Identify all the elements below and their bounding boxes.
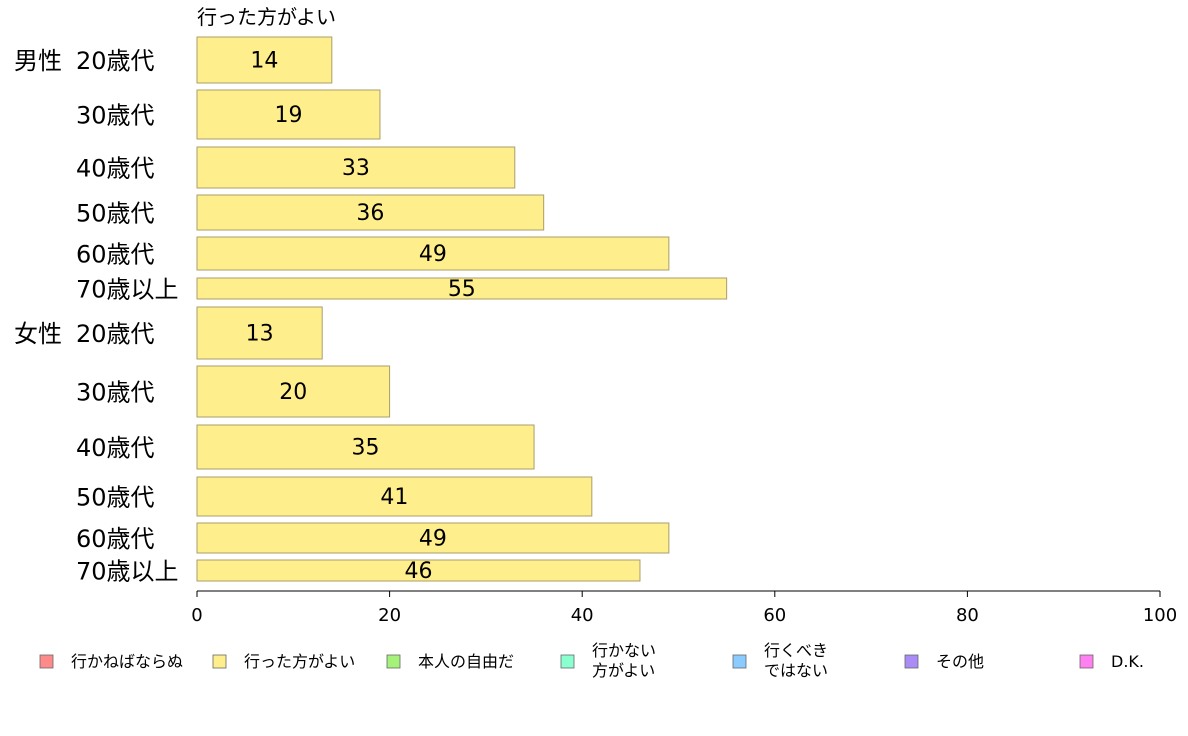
legend-label: 行った方がよい <box>244 652 355 671</box>
x-tick-label: 100 <box>1143 605 1177 626</box>
category-label: 40歳代 <box>76 155 155 183</box>
x-tick-label: 60 <box>763 605 786 626</box>
x-tick-label: 80 <box>956 605 979 626</box>
legend-swatch <box>39 654 54 669</box>
bar-value-label: 19 <box>274 103 302 128</box>
bar-value-label: 36 <box>356 201 384 226</box>
bar-female-6 <box>196 559 641 582</box>
x-tick-label: 20 <box>378 605 401 626</box>
legend-label: その他 <box>936 652 984 671</box>
legend-swatch <box>212 654 227 669</box>
legend-label: 本人の自由だ <box>418 652 514 671</box>
legend-swatch <box>904 654 919 669</box>
bar-male-4 <box>196 194 545 231</box>
group-label: 女性 <box>14 320 62 348</box>
category-label: 40歳代 <box>76 434 155 462</box>
category-label: 50歳代 <box>76 200 155 228</box>
bar-female-1 <box>196 306 323 360</box>
category-labels: 20歳代男性30歳代40歳代50歳代60歳代70歳以上20歳代女性30歳代40歳… <box>14 47 179 586</box>
category-label: 30歳代 <box>76 379 155 407</box>
bar-male-1 <box>196 36 333 84</box>
bar-male-2 <box>196 89 381 140</box>
category-label: 30歳代 <box>76 102 155 130</box>
legend-label: 方がよい <box>592 661 655 680</box>
x-axis: 0 20 40 60 80 100 <box>191 590 1177 626</box>
category-label: 70歳以上 <box>76 558 179 586</box>
bar-value-label: 46 <box>404 559 432 584</box>
bar-value-label: 55 <box>448 277 476 302</box>
group-label: 男性 <box>14 47 62 75</box>
legend-label: 行くべき <box>764 641 828 660</box>
category-label: 60歳代 <box>76 525 155 553</box>
category-label: 60歳代 <box>76 241 155 269</box>
bar-male-6 <box>196 277 728 300</box>
x-tick-label: 40 <box>571 605 594 626</box>
bar-female-5 <box>196 522 670 554</box>
bar-female-3 <box>196 424 535 470</box>
legend-swatch <box>560 654 575 669</box>
bar-value-label: 49 <box>419 242 447 267</box>
legend-label: 行かねばならぬ <box>71 652 183 671</box>
bar-male-3 <box>196 146 516 189</box>
x-tick-label: 0 <box>191 605 202 626</box>
legend-label: 行かない <box>592 641 656 660</box>
bar-value-label: 49 <box>419 527 447 552</box>
legend-swatch <box>386 654 401 669</box>
legend-swatch <box>1079 654 1094 669</box>
bar-value-label: 35 <box>352 436 380 461</box>
bar-female-4 <box>196 476 593 517</box>
category-label: 20歳代 <box>76 320 155 348</box>
bar-male-5 <box>196 236 670 271</box>
series-title: 行った方がよい <box>197 5 336 29</box>
bar-value-label: 41 <box>380 485 408 510</box>
bar-value-label: 13 <box>246 322 274 347</box>
category-label: 50歳代 <box>76 484 155 512</box>
category-label: 70歳以上 <box>76 276 179 304</box>
legend-label: D.K. <box>1111 652 1144 671</box>
bar-value-label: 33 <box>342 156 370 181</box>
legend-label: ではない <box>764 661 828 680</box>
bar-value-label: 20 <box>279 380 307 405</box>
category-label: 20歳代 <box>76 47 155 75</box>
bar-value-label: 14 <box>250 49 278 74</box>
bar-female-2 <box>196 365 391 418</box>
legend-swatch <box>732 654 747 669</box>
